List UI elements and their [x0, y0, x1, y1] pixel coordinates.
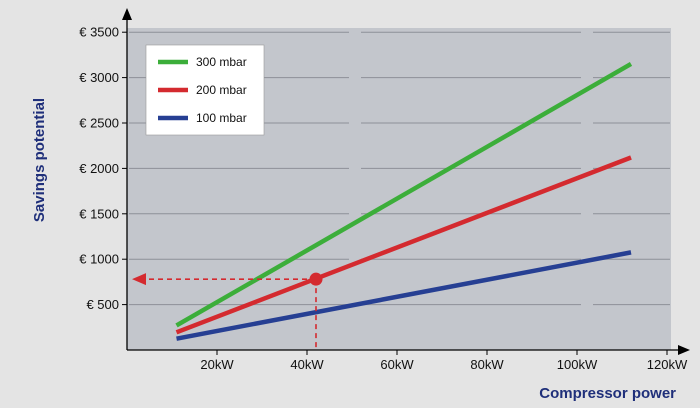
x-tick-label: 100kW	[557, 357, 598, 372]
y-tick-label: € 1000	[79, 252, 119, 267]
x-tick-label: 20kW	[200, 357, 234, 372]
x-tick-label: 120kW	[647, 357, 688, 372]
x-axis-title: Compressor power	[539, 385, 676, 402]
legend-label: 300 mbar	[196, 55, 247, 69]
y-tick-label: € 3000	[79, 70, 119, 85]
y-tick-label: € 2000	[79, 161, 119, 176]
series-lines	[175, 62, 633, 341]
annotation-arrowhead	[132, 273, 146, 286]
x-tick-label: 40kW	[290, 357, 324, 372]
x-ticks: 20kW 40kW 60kW 80kW 100kW 120kW	[200, 350, 688, 372]
series-line	[176, 250, 632, 341]
x-tick-label: 80kW	[470, 357, 504, 372]
legend-label: 200 mbar	[196, 83, 247, 97]
annotation	[132, 272, 323, 350]
y-ticks: € 500 € 1000 € 1500 € 2000 € 2500 € 3000 € 350…	[79, 25, 127, 312]
axes	[122, 8, 690, 355]
y-tick-label: € 3500	[79, 25, 119, 40]
x-axis-arrow	[678, 345, 690, 355]
series-line	[175, 62, 633, 328]
legend: 300 mbar 200 mbar 100 mbar	[145, 44, 265, 136]
y-tick-label: € 1500	[79, 206, 119, 221]
y-axis-title: Savings potential	[31, 98, 48, 222]
x-tick-label: 60kW	[380, 357, 414, 372]
y-tick-label: € 500	[86, 297, 119, 312]
annotation-marker	[309, 272, 323, 286]
y-tick-label: € 2500	[79, 116, 119, 131]
series-line	[175, 155, 632, 335]
y-axis-arrow	[122, 8, 132, 20]
legend-label: 100 mbar	[196, 111, 247, 125]
gridlines	[129, 31, 670, 306]
